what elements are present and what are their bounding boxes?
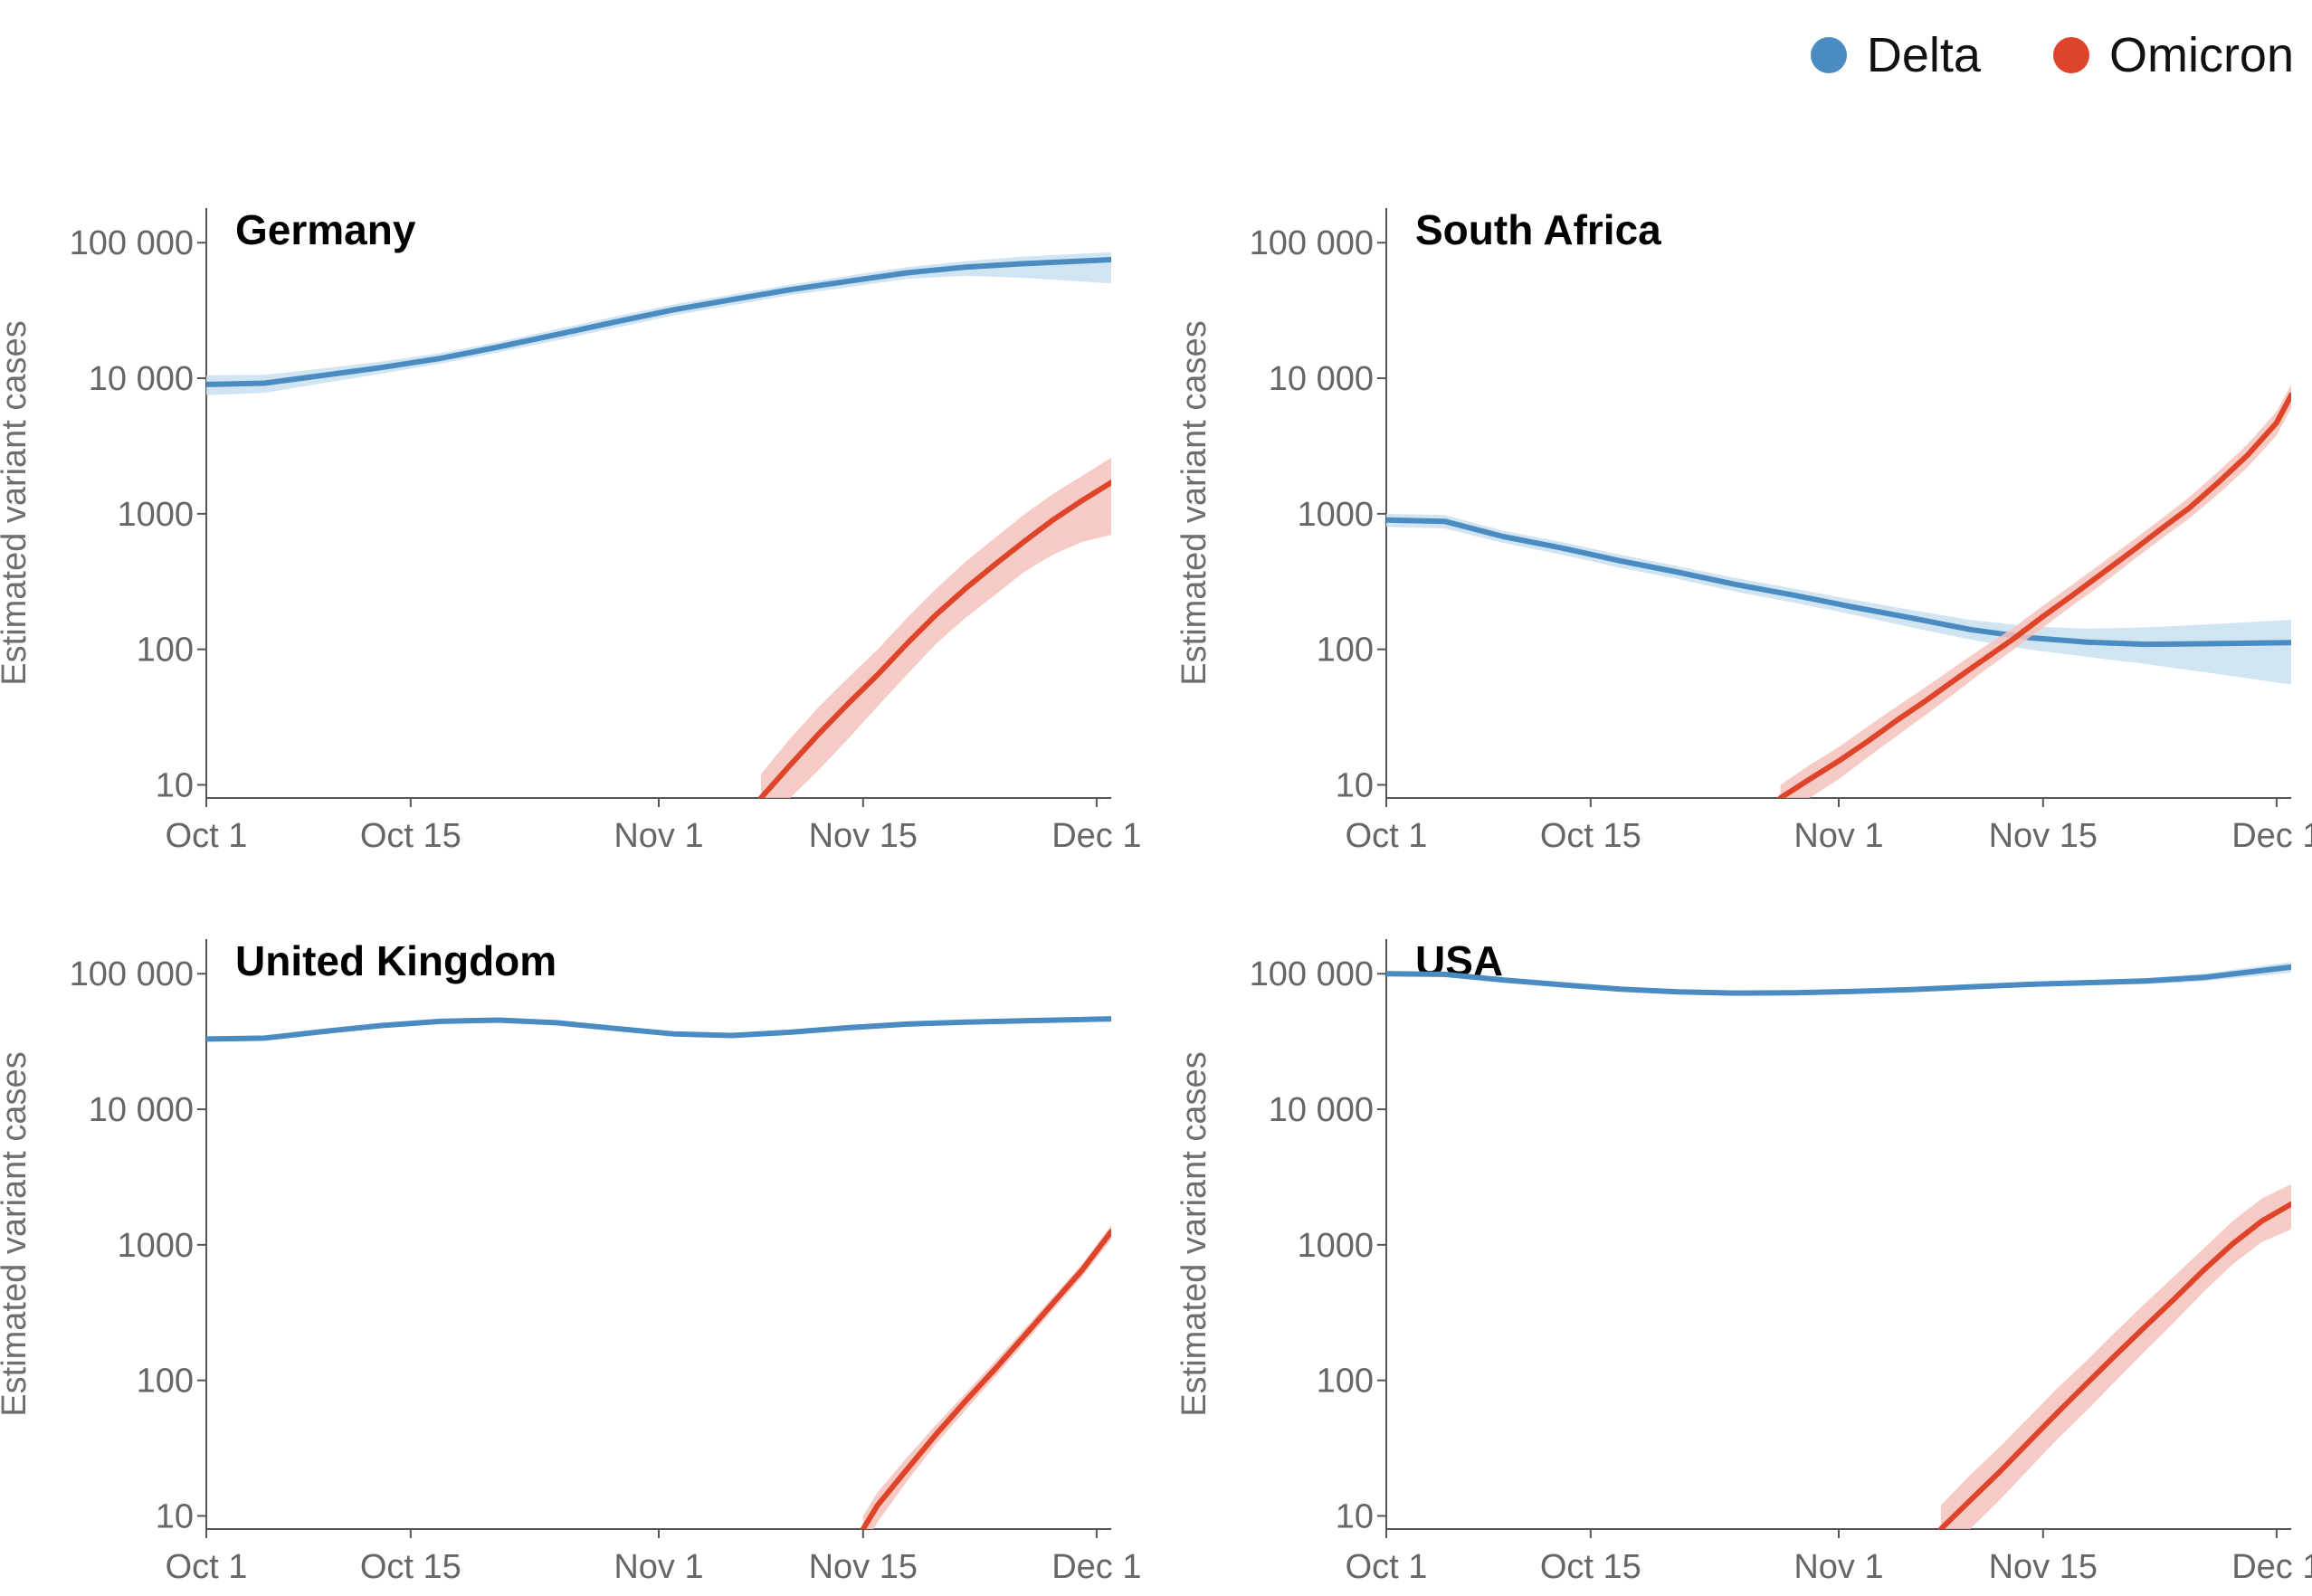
- chart-panel-2: 10 100 1000 10 000 100 000 Oct 1 Oct 15 Nov 1 No…: [1175, 206, 2312, 855]
- x-tick-label: Nov 1: [1793, 817, 1883, 855]
- x-tick-label: Dec 1: [2231, 817, 2312, 855]
- x-tick-label: Oct 1: [1346, 1548, 1428, 1586]
- x-tick-label: Dec 1: [1051, 817, 1141, 855]
- y-tick-label: 1000: [117, 1227, 194, 1265]
- omicron-confidence-band: [1780, 384, 2291, 798]
- delta-series-line: [1386, 517, 2291, 648]
- y-tick-label: 100: [1317, 1363, 1374, 1401]
- legend-item-omicron: Omicron: [2052, 27, 2294, 83]
- y-axis-title: Estimated variant cases: [1175, 1051, 1213, 1416]
- x-tick-label: Nov 1: [614, 1548, 703, 1586]
- y-tick-label: 10: [1336, 1497, 1374, 1535]
- delta-series-line: [206, 1016, 1111, 1042]
- y-tick-label: 10 000: [89, 360, 194, 398]
- x-tick-label: Oct 1: [166, 817, 248, 855]
- legend: Delta Omicron: [1738, 27, 2294, 83]
- panel-title: United Kingdom: [235, 937, 557, 984]
- y-tick-label: 1000: [1297, 1227, 1374, 1265]
- legend-label-delta: Delta: [1866, 28, 1981, 82]
- plot-area: [1386, 384, 2291, 798]
- legend-dot-delta: [1810, 37, 1847, 73]
- plot-area: [206, 252, 1111, 798]
- chart-panel-3: 10 100 1000 10 000 100 000 Oct 1 Oct 15 Nov 1 No…: [0, 937, 1142, 1586]
- x-tick-label: Oct 1: [1346, 817, 1428, 855]
- panel-title: Germany: [235, 206, 416, 253]
- omicron-series-line: [1777, 392, 2291, 798]
- y-axis-title: Estimated variant cases: [0, 1051, 33, 1416]
- y-tick-label: 100: [137, 1363, 194, 1401]
- y-tick-label: 100 000: [70, 955, 194, 993]
- y-tick-label: 100 000: [1250, 224, 1374, 262]
- plot-area: [1386, 962, 2291, 1529]
- legend-label-omicron: Omicron: [2108, 28, 2294, 82]
- x-tick-label: Oct 15: [1540, 1548, 1641, 1586]
- x-tick-label: Dec 1: [2231, 1548, 2312, 1586]
- x-tick-label: Oct 15: [360, 1548, 461, 1586]
- omicron-series-line: [757, 480, 1111, 798]
- y-tick-label: 100 000: [1250, 955, 1374, 993]
- x-tick-label: Nov 1: [614, 817, 703, 855]
- y-tick-label: 1000: [117, 496, 194, 534]
- y-tick-label: 10 000: [89, 1091, 194, 1129]
- x-tick-label: Nov 15: [809, 1548, 918, 1586]
- chart-panel-4: 10 100 1000 10 000 100 000 Oct 1 Oct 15 Nov 1 No…: [1175, 937, 2312, 1586]
- y-tick-label: 10: [156, 766, 194, 804]
- legend-item-delta: Delta: [1810, 27, 1981, 83]
- x-tick-label: Nov 15: [1989, 1548, 2098, 1586]
- x-tick-label: Oct 15: [360, 817, 461, 855]
- legend-dot-omicron: [2052, 37, 2089, 73]
- omicron-series-line: [860, 1229, 1111, 1529]
- y-axis-title: Estimated variant cases: [1175, 320, 1213, 685]
- x-tick-label: Oct 1: [166, 1548, 248, 1586]
- panel-title: South Africa: [1415, 206, 1661, 253]
- y-tick-label: 10 000: [1269, 360, 1374, 398]
- y-tick-label: 100 000: [70, 224, 194, 262]
- delta-series-line: [1386, 964, 2291, 996]
- x-tick-label: Oct 15: [1540, 817, 1641, 855]
- omicron-confidence-band: [862, 1225, 1111, 1529]
- delta-series-line: [206, 257, 1111, 387]
- y-tick-label: 10: [1336, 766, 1374, 804]
- chart-panel-1: 10 100 1000 10 000 100 000 Oct 1 Oct 15 Nov 1 No…: [0, 206, 1142, 855]
- y-tick-label: 10: [156, 1497, 194, 1535]
- y-tick-label: 10 000: [1269, 1091, 1374, 1129]
- y-tick-label: 100: [1317, 632, 1374, 670]
- y-axis-title: Estimated variant cases: [0, 320, 33, 685]
- omicron-confidence-band: [760, 457, 1111, 798]
- plot-area: [206, 1016, 1111, 1529]
- y-tick-label: 1000: [1297, 496, 1374, 534]
- x-tick-label: Nov 15: [809, 817, 918, 855]
- x-tick-label: Nov 15: [1989, 817, 2098, 855]
- x-tick-label: Nov 1: [1793, 1548, 1883, 1586]
- x-tick-label: Dec 1: [1051, 1548, 1141, 1586]
- y-tick-label: 100: [137, 632, 194, 670]
- omicron-series-line: [1937, 1201, 2291, 1529]
